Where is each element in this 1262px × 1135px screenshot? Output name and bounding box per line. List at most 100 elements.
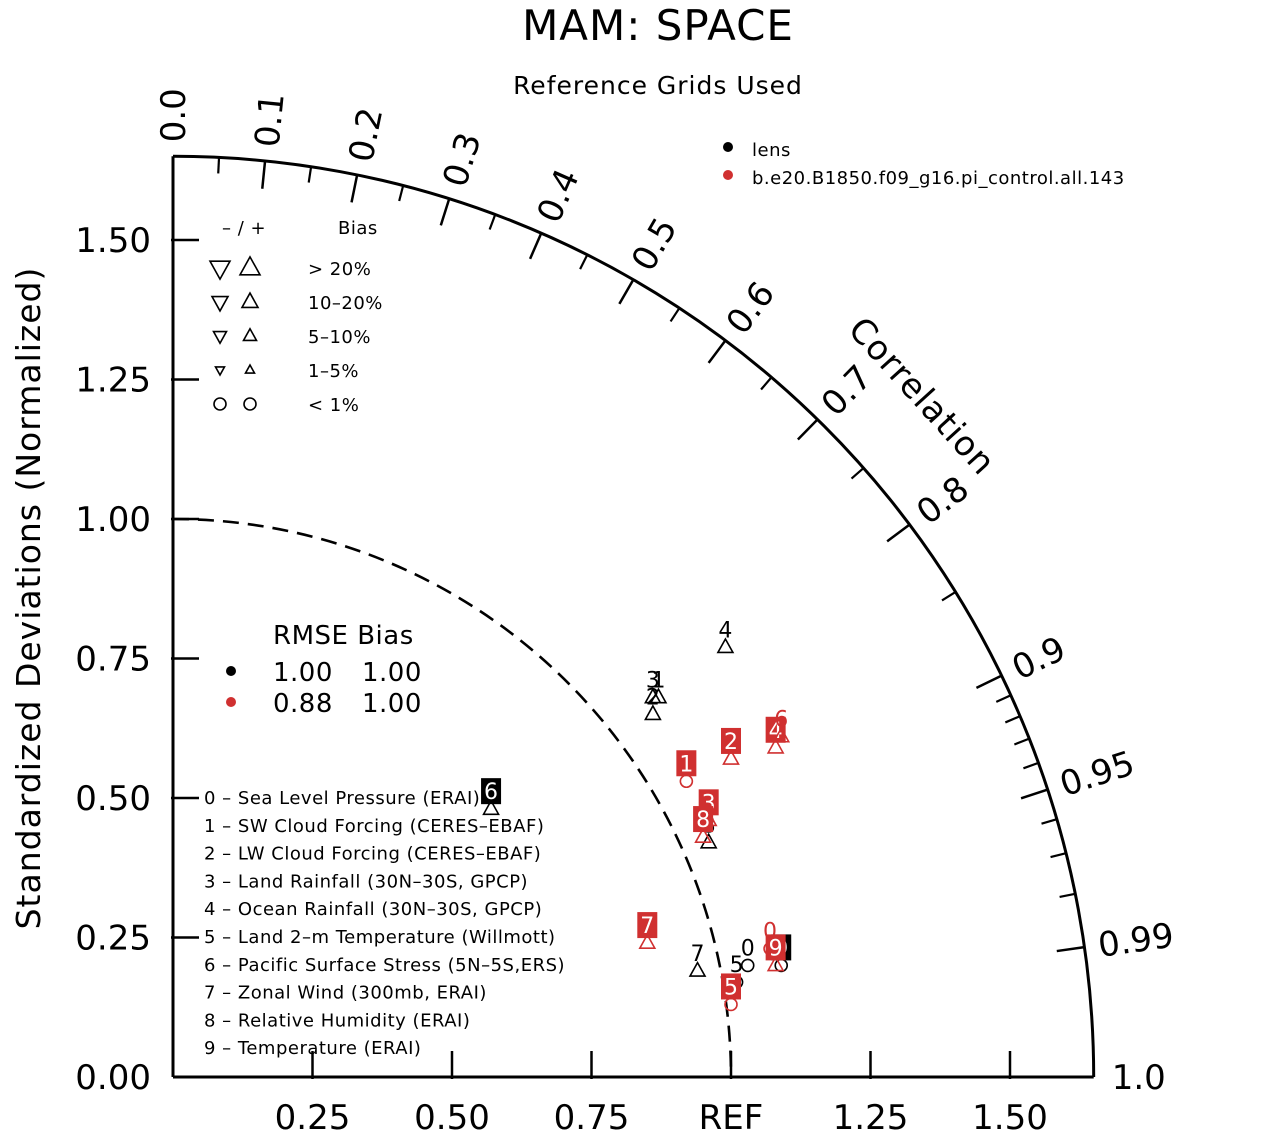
outer-arc: [172, 154, 1096, 1078]
x-tick-label: 1.25: [833, 1098, 909, 1135]
chart-title: MAM: SPACE: [522, 1, 794, 50]
point-label: 5: [724, 975, 738, 1000]
point-label: 7: [691, 942, 705, 967]
corr-minor-tick: [1004, 715, 1021, 724]
corr-minor-tick: [488, 214, 497, 230]
bias-legend-up-triangle: [244, 363, 256, 374]
corr-minor-tick: [579, 254, 589, 270]
corr-minor-tick: [307, 166, 313, 183]
variable-legend-item: 7 – Zonal Wind (300mb, ERAI): [204, 983, 487, 1004]
y-tick-label: 0.00: [75, 1058, 151, 1098]
point-label: 4: [769, 719, 783, 744]
chart-subtitle: Reference Grids Used: [513, 71, 803, 100]
corr-minor-tick: [941, 591, 957, 602]
bias-legend-row-label: 10–20%: [308, 293, 383, 314]
corr-tick-mark: [886, 523, 911, 543]
y-tick-label: 1.50: [75, 221, 151, 261]
legend-series-label: b.e20.B1850.f09_g16.pi_control.all.143: [752, 168, 1125, 189]
point-marker-triangle: [722, 748, 740, 765]
x-tick-label: 1.50: [972, 1098, 1048, 1135]
corr-tick-mark: [975, 674, 1003, 690]
point-label: 1: [679, 752, 693, 777]
point-label: 0: [741, 936, 755, 961]
corr-tick-label: 0.5: [624, 211, 686, 278]
point-marker-triangle: [766, 737, 785, 754]
y-tick-label: 0.50: [75, 779, 151, 819]
point-label-box: [637, 912, 658, 939]
variable-legend-item: 3 – Land Rainfall (30N–30S, GPCP): [204, 871, 528, 892]
corr-tick-label: 1.0: [1112, 1058, 1166, 1098]
point-label: 6: [484, 780, 498, 805]
point-label-box: [765, 716, 786, 743]
y-tick-label: 0.25: [75, 919, 151, 959]
bias-legend-title: Bias: [338, 218, 378, 239]
y-axis-label: Standardized Deviations (Normalized): [9, 267, 48, 930]
x-tick-label: 0.25: [275, 1098, 351, 1135]
point-marker-triangle: [772, 726, 791, 743]
point-label: 3: [646, 669, 660, 694]
bias-legend-down-triangle: [210, 295, 230, 313]
bias-legend-up-triangle: [238, 255, 262, 276]
rmse-legend-dot: [226, 697, 236, 707]
bias-legend-up-triangle: [240, 291, 260, 309]
point-label: 1: [651, 669, 665, 694]
bias-legend-sign: – / +: [222, 218, 266, 239]
corr-tick-label: 0.99: [1096, 916, 1177, 966]
axes-group: 0.000.250.500.751.001.251.500.25 0.50 0.75…: [75, 88, 1176, 1135]
rmse-legend-bias: 1.00: [362, 689, 422, 719]
corr-minor-tick: [760, 376, 773, 391]
corr-tick-mark: [1056, 945, 1085, 953]
variable-legend-item: 0 – Sea Level Pressure (ERAI): [204, 788, 480, 809]
point-label: 7: [640, 914, 654, 939]
corr-minor-tick: [1041, 818, 1058, 825]
corr-tick-mark: [350, 174, 359, 203]
bias-legend-row-label: > 20%: [308, 259, 371, 280]
point-label-box: [721, 973, 741, 1000]
bias-legend-row-label: 5–10%: [308, 327, 371, 348]
variable-legend-item: 6 – Pacific Surface Stress (5N–5S,ERS): [204, 955, 565, 976]
point-label-box: [721, 727, 741, 754]
corr-minor-tick: [850, 467, 865, 480]
y-tick-label: 1.00: [75, 500, 151, 540]
point-marker-triangle: [644, 687, 662, 704]
point-marker-triangle: [644, 704, 662, 721]
bias-legend-circle: [213, 397, 227, 411]
corr-tick-label: 0.95: [1055, 743, 1139, 805]
legend-series-label: lens: [752, 140, 791, 161]
bias-legend-down-triangle: [212, 330, 228, 345]
variable-legend-item: 5 – Land 2–m Temperature (Willmott): [204, 927, 556, 948]
bias-legend-row-label: < 1%: [308, 395, 359, 416]
corr-minor-tick: [1023, 761, 1039, 770]
y-tick-label: 1.25: [75, 361, 151, 401]
corr-tick-mark: [796, 418, 819, 441]
corr-tick-label: 0.1: [248, 91, 293, 149]
corr-tick-mark: [707, 339, 727, 364]
variable-legend-item: 4 – Ocean Rainfall (30N–30S, GPCP): [204, 899, 542, 920]
corr-minor-tick: [1013, 737, 1030, 746]
point-label: 9: [769, 936, 783, 961]
legend-series-dot: [723, 142, 733, 152]
variable-legend-item: 2 – LW Cloud Forcing (CERES–EBAF): [204, 844, 541, 865]
variable-legend-item: 9 – Temperature (ERAI): [204, 1038, 421, 1059]
point-label-box: [676, 750, 697, 777]
corr-tick-mark: [528, 232, 543, 260]
bias-legend-circle: [243, 397, 257, 411]
point-label: 5: [730, 953, 744, 978]
point-marker-triangle: [694, 827, 712, 843]
point-marker-triangle: [716, 637, 735, 654]
point-marker-triangle: [638, 933, 657, 950]
point-label: 2: [646, 685, 660, 710]
corr-tick-label: 0.4: [529, 163, 587, 229]
corr-minor-tick: [398, 185, 405, 202]
bias-legend-down-triangle: [214, 366, 226, 377]
point-label-box: [765, 934, 786, 961]
point-label-box: [693, 806, 714, 833]
reference-std-arc: [172, 517, 733, 1078]
corr-tick-label: 0.9: [1006, 629, 1072, 689]
rmse-legend-value: 1.00: [273, 658, 333, 688]
corr-tick-label: 0.8: [909, 469, 976, 533]
corr-minor-tick: [217, 157, 221, 174]
x-tick-label: 0.75: [554, 1098, 630, 1135]
corr-tick-label: 0.0: [154, 88, 194, 142]
